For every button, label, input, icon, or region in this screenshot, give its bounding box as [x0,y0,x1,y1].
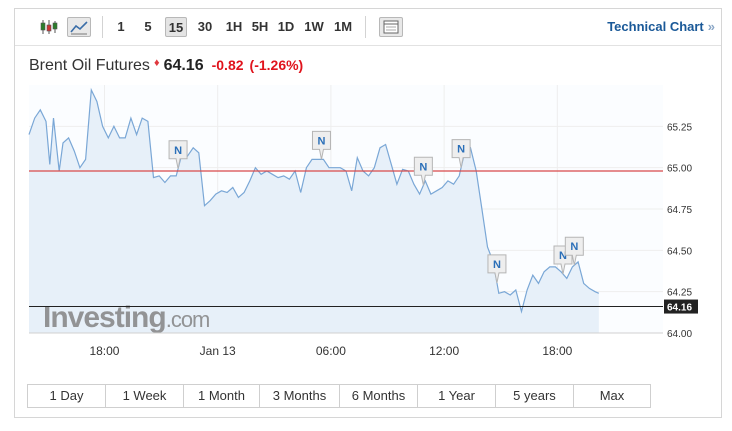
news-marker-icon [168,140,188,169]
y-tick-label: 64.50 [667,246,692,257]
news-marker-icon [487,254,507,283]
range-button-5-years[interactable]: 5 years [496,385,574,407]
instrument-name: Brent Oil Futures [29,57,150,74]
y-tick-label: 65.25 [667,122,692,133]
price-area-fill [29,90,599,333]
news-marker-icon [413,156,433,186]
x-tick-label: 18:00 [542,344,572,358]
news-marker-label: N [174,145,182,157]
period-button-5h[interactable]: 5H [251,19,269,34]
range-button-1-year[interactable]: 1 Year [418,385,496,407]
candlestick-icon[interactable] [37,17,59,37]
range-button-1-week[interactable]: 1 Week [106,385,184,407]
toolbar-divider [102,16,103,38]
news-marker-label: N [493,259,501,271]
price-line [28,87,600,314]
table-icon[interactable] [379,17,403,37]
y-tick-label: 64.25 [667,288,692,299]
period-button-1h[interactable]: 1H [225,19,243,34]
range-button-1-day[interactable]: 1 Day [28,385,106,407]
news-marker-label: N [457,144,465,156]
x-tick-label: 06:00 [316,344,346,358]
quote-header: Brent Oil Futures ♦ 64.16 -0.82 (-1.26%) [29,57,309,75]
area-chart-icon[interactable] [67,17,91,37]
technical-chart-label: Technical Chart [607,19,704,34]
y-tick-label: 64.75 [667,205,692,216]
price-change-percent: (-1.26%) [249,57,304,73]
news-marker-label: N [570,241,578,253]
news-marker-label: N [419,161,427,173]
period-button-1[interactable]: 1 [117,19,125,34]
time-range-selector: 1 Day 1 Week 1 Month 3 Months 6 Months 1 Year… [27,384,651,408]
chart-toolbar: 1 5 15 30 1H 5H 1D 1W 1M Technical Chart» [15,9,721,46]
last-price-tag [664,299,698,314]
range-button-6-months[interactable]: 6 Months [340,385,418,407]
toolbar-divider [365,16,366,38]
period-button-30[interactable]: 30 [197,19,213,34]
x-tick-label: 18:00 [89,344,119,358]
news-marker-icon [451,139,471,168]
period-button-1d[interactable]: 1D [277,19,295,34]
x-tick-label: Jan 13 [200,344,236,358]
news-marker-icon [564,236,584,266]
range-button-1-month[interactable]: 1 Month [184,385,260,407]
price-chart[interactable]: Investing.com65.2565.0064.7564.5064.2564… [15,9,721,379]
price-change: -0.82 [211,57,244,73]
range-button-max[interactable]: Max [599,388,625,403]
last-price: 64.16 [163,57,204,74]
chevron-right-icon: » [707,19,715,34]
x-tick-label: 12:00 [429,344,459,358]
period-button-1w[interactable]: 1W [304,19,324,34]
period-button-1m[interactable]: 1M [333,19,353,34]
chart-widget: 1 5 15 30 1H 5H 1D 1W 1M Technical Chart» Brent … [14,8,722,418]
last-price-tag-label: 64.16 [667,303,692,314]
news-marker-icon [311,130,331,160]
news-marker-label: N [559,250,567,262]
y-tick-label: 64.00 [667,329,692,340]
period-button-5[interactable]: 5 [144,19,152,34]
news-marker-label: N [317,135,325,147]
y-tick-label: 65.00 [667,164,692,175]
period-button-15[interactable]: 15 [165,17,187,37]
technical-chart-link[interactable]: Technical Chart» [607,19,715,34]
red-diamond-icon: ♦ [153,57,160,69]
range-button-3-months[interactable]: 3 Months [260,385,340,407]
